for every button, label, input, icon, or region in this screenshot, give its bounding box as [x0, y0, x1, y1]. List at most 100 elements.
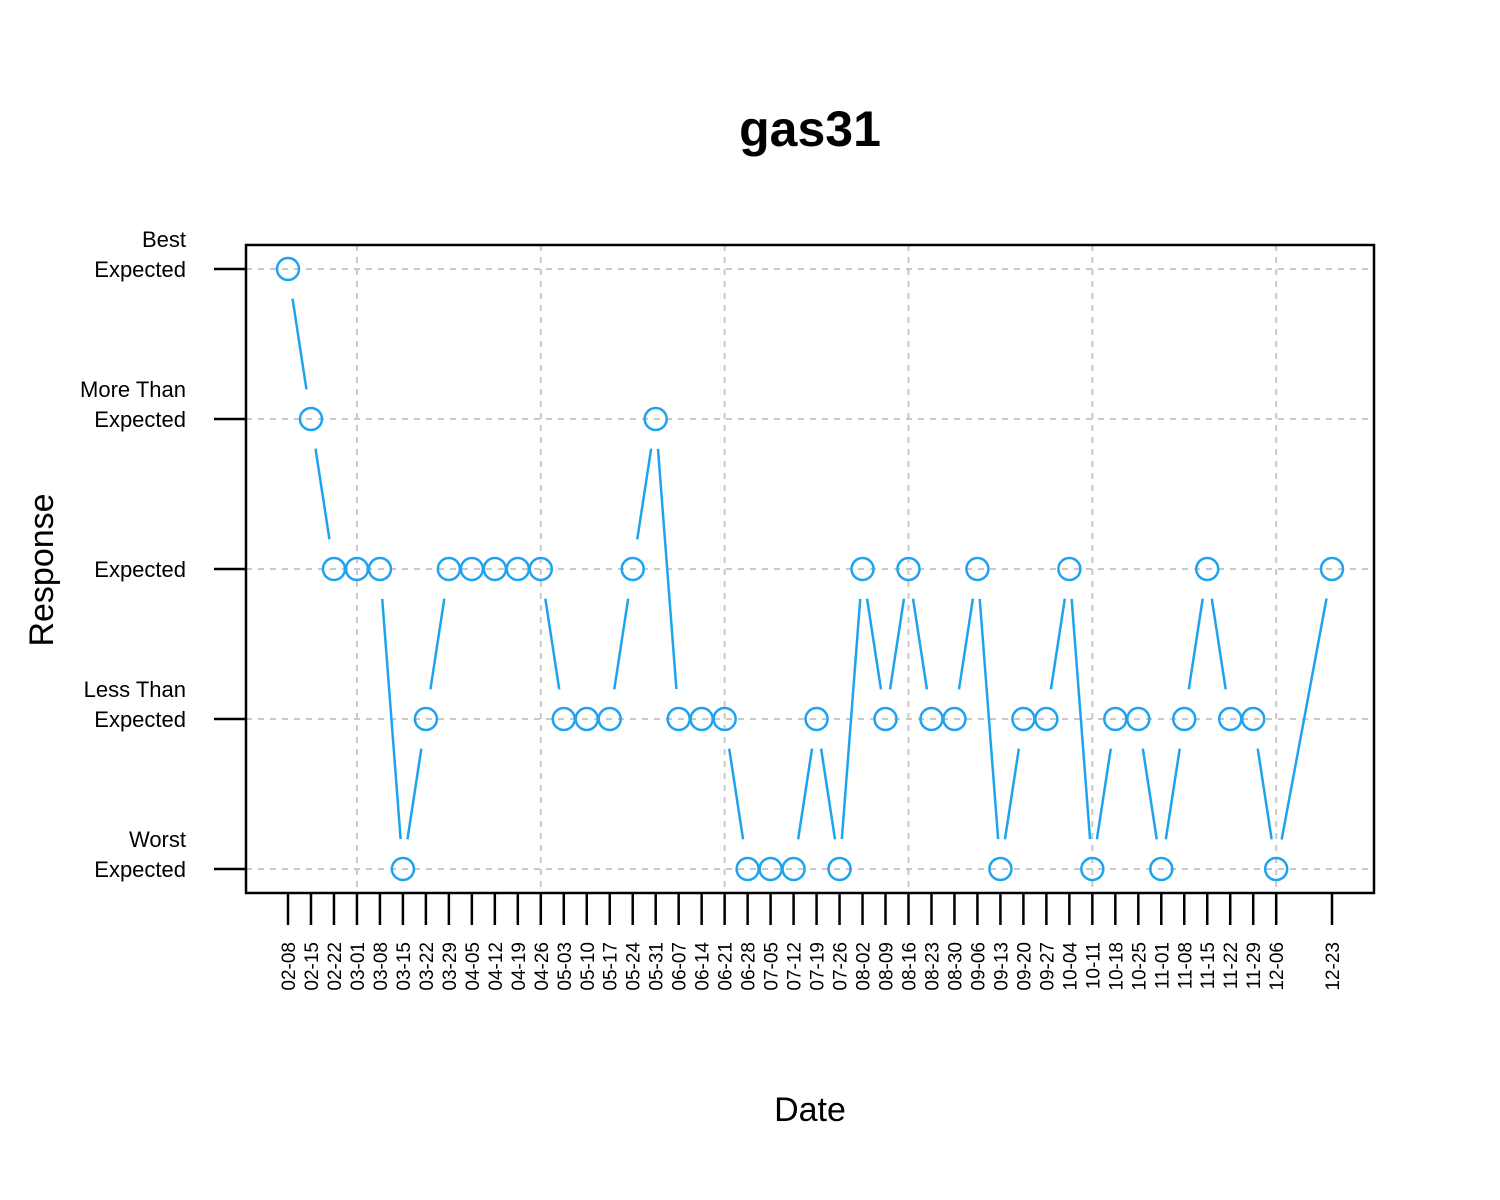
data-point — [643, 406, 668, 432]
y-tick-label: Expected — [94, 257, 186, 282]
series-segment — [1095, 748, 1113, 840]
x-tick-label: 03-08 — [371, 942, 392, 991]
data-point — [1240, 706, 1266, 732]
y-tick-label: Expected — [94, 857, 186, 882]
data-point — [1126, 706, 1151, 732]
y-tick-label: Expected — [94, 557, 186, 582]
data-point — [965, 556, 990, 582]
x-tick-label: 04-19 — [509, 942, 530, 991]
data-point — [1080, 856, 1105, 882]
data-point — [804, 706, 829, 732]
data-point — [1319, 556, 1345, 582]
x-tick-label: 03-22 — [417, 942, 438, 991]
series-segment — [911, 598, 929, 690]
series-segment — [314, 448, 331, 540]
x-tick-label: 10-18 — [1106, 942, 1127, 991]
data-point — [597, 706, 622, 732]
y-tick-label: Expected — [94, 707, 186, 732]
x-tick-label: 11-22 — [1221, 942, 1242, 989]
series-segment — [819, 748, 837, 840]
x-tick-label: 02-08 — [279, 942, 300, 991]
series-segment — [291, 298, 308, 390]
series-segment — [1280, 598, 1328, 840]
data-point — [1034, 706, 1059, 732]
x-tick-label: 10-25 — [1129, 942, 1150, 991]
x-axis-label: Date — [774, 1091, 846, 1129]
x-tick-label: 03-29 — [440, 942, 461, 991]
y-axis-label: Response — [23, 493, 61, 646]
series-segment — [796, 748, 814, 840]
series-segment — [544, 598, 561, 690]
x-tick-label: 09-20 — [1014, 942, 1035, 991]
data-point — [298, 406, 324, 432]
x-tick-label: 08-16 — [899, 942, 920, 991]
series-segment — [613, 598, 630, 690]
series-segment — [380, 598, 402, 840]
series-segment — [1049, 598, 1067, 690]
data-point — [873, 706, 898, 732]
data-point — [413, 706, 439, 732]
series-segment — [727, 748, 745, 840]
series-segment — [636, 448, 653, 540]
data-point — [1263, 856, 1289, 882]
series-points — [275, 256, 1345, 882]
y-tick-label: Expected — [94, 407, 186, 432]
data-point — [1172, 706, 1197, 732]
x-tick-label: 06-07 — [670, 942, 691, 991]
x-tick-label: 09-13 — [991, 942, 1012, 991]
data-point — [528, 556, 554, 582]
x-tick-label: 05-31 — [647, 942, 668, 991]
data-point — [367, 556, 393, 582]
data-point — [1057, 556, 1082, 582]
series-segment — [1210, 598, 1227, 690]
series-segment — [1187, 598, 1204, 690]
x-tick-label: 05-10 — [578, 942, 599, 991]
x-tick-label: 08-23 — [922, 942, 943, 991]
x-tick-label: 08-09 — [877, 942, 898, 991]
y-tick-label: Worst — [129, 827, 186, 852]
x-tick-label: 07-19 — [808, 942, 829, 991]
x-tick-label: 04-05 — [463, 942, 484, 991]
x-tick-label: 11-01 — [1152, 942, 1173, 989]
grid-lines — [246, 245, 1374, 893]
data-point — [620, 556, 645, 582]
x-tick-label: 06-28 — [739, 942, 760, 991]
x-tick-label: 05-03 — [555, 942, 576, 991]
series-segment — [1164, 748, 1181, 840]
y-tick-label: Less Than — [84, 677, 186, 702]
series-segment — [406, 748, 423, 840]
x-tick-label: 10-04 — [1060, 942, 1081, 991]
x-tick-label: 03-15 — [394, 942, 415, 991]
x-tick-label: 03-01 — [348, 942, 369, 991]
x-tick-label: 07-12 — [785, 942, 806, 991]
series-segment — [1070, 598, 1092, 840]
data-point — [1194, 556, 1220, 582]
series-segment — [840, 598, 862, 840]
y-tick-label: Best — [142, 227, 186, 252]
x-tick-label: 12-23 — [1323, 942, 1344, 991]
x-tick-label: 08-02 — [854, 942, 875, 991]
data-point — [781, 856, 806, 882]
x-tick-label: 06-21 — [716, 942, 737, 991]
data-point — [827, 856, 852, 882]
y-tick-label: More Than — [80, 377, 186, 402]
x-tick-label: 11-29 — [1244, 942, 1265, 989]
x-tick-label: 11-15 — [1198, 942, 1219, 989]
series-segment — [888, 598, 906, 690]
x-tick-label: 08-30 — [945, 942, 966, 991]
data-point — [942, 706, 967, 732]
data-point — [390, 856, 416, 882]
data-point — [896, 556, 921, 582]
series-segment — [957, 598, 975, 690]
x-tick-label: 11-08 — [1175, 942, 1196, 989]
x-tick-label: 09-06 — [968, 942, 989, 991]
series-segment — [429, 598, 446, 690]
x-tick-label: 04-26 — [532, 942, 553, 991]
series-segment — [1003, 748, 1021, 840]
series-line-segments — [291, 298, 1328, 840]
series-segment — [978, 598, 1000, 840]
data-point — [1149, 856, 1174, 882]
data-point — [275, 256, 301, 282]
x-tick-label: 02-22 — [325, 942, 346, 991]
